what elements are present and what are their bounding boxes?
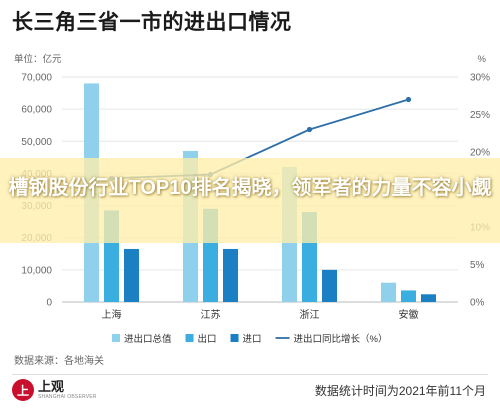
bar — [421, 294, 436, 302]
y-tick-label-right: 30% — [470, 73, 490, 84]
headline-text: 槽钢股份行业TOP10排名揭晓，领军者的力量不容小觑 — [8, 177, 492, 199]
x-tick-label: 上海 — [102, 308, 122, 321]
x-tick-label: 浙江 — [300, 309, 320, 321]
x-tick-label: 江苏 — [201, 308, 221, 321]
footer-note: 数据统计时间为2021年前11个月 — [314, 384, 486, 398]
y-tick-label-left: 10,000 — [21, 265, 52, 276]
legend-swatch — [185, 334, 194, 342]
legend-swatch — [230, 334, 239, 342]
right-axis-unit: % — [478, 54, 487, 65]
legend-label: 出口 — [198, 333, 217, 345]
divider — [12, 374, 488, 375]
bar — [124, 248, 139, 302]
line-point — [306, 126, 313, 133]
logo-icon: 上 — [12, 379, 34, 401]
y-tick-label-left: 70,000 — [21, 73, 52, 84]
logo-name: 上观 — [38, 378, 65, 394]
left-axis-unit: 单位：亿元 — [14, 53, 62, 65]
y-tick-label-right: 20% — [470, 148, 490, 159]
y-tick-label-left: 0 — [46, 298, 52, 309]
bar — [322, 269, 337, 302]
bar — [223, 248, 238, 302]
page-title: 长三角三省一市的进出口情况 — [12, 11, 292, 34]
legend-label: 进出口总值 — [124, 333, 172, 345]
y-tick-label-right: 0% — [470, 298, 485, 309]
headline-banner — [0, 158, 500, 243]
y-tick-label-right: 25% — [470, 110, 490, 121]
bar — [401, 290, 416, 302]
y-tick-label-left: 50,000 — [21, 137, 52, 148]
logo-subtitle: SHANGHAI OBSERVER — [38, 393, 97, 400]
legend-label: 进出口同比增长（%） — [294, 333, 388, 345]
bar — [381, 282, 396, 302]
legend-swatch — [112, 334, 120, 342]
y-tick-label-right: 5% — [470, 260, 485, 271]
source-note: 数据来源：各地海关 — [14, 356, 104, 367]
x-tick-label: 安徽 — [399, 308, 419, 321]
legend-label: 进口 — [243, 334, 262, 345]
brand-logo: 上 上观 SHANGHAI OBSERVER — [12, 379, 97, 401]
line-point — [405, 96, 412, 103]
y-tick-label-left: 60,000 — [21, 105, 52, 116]
